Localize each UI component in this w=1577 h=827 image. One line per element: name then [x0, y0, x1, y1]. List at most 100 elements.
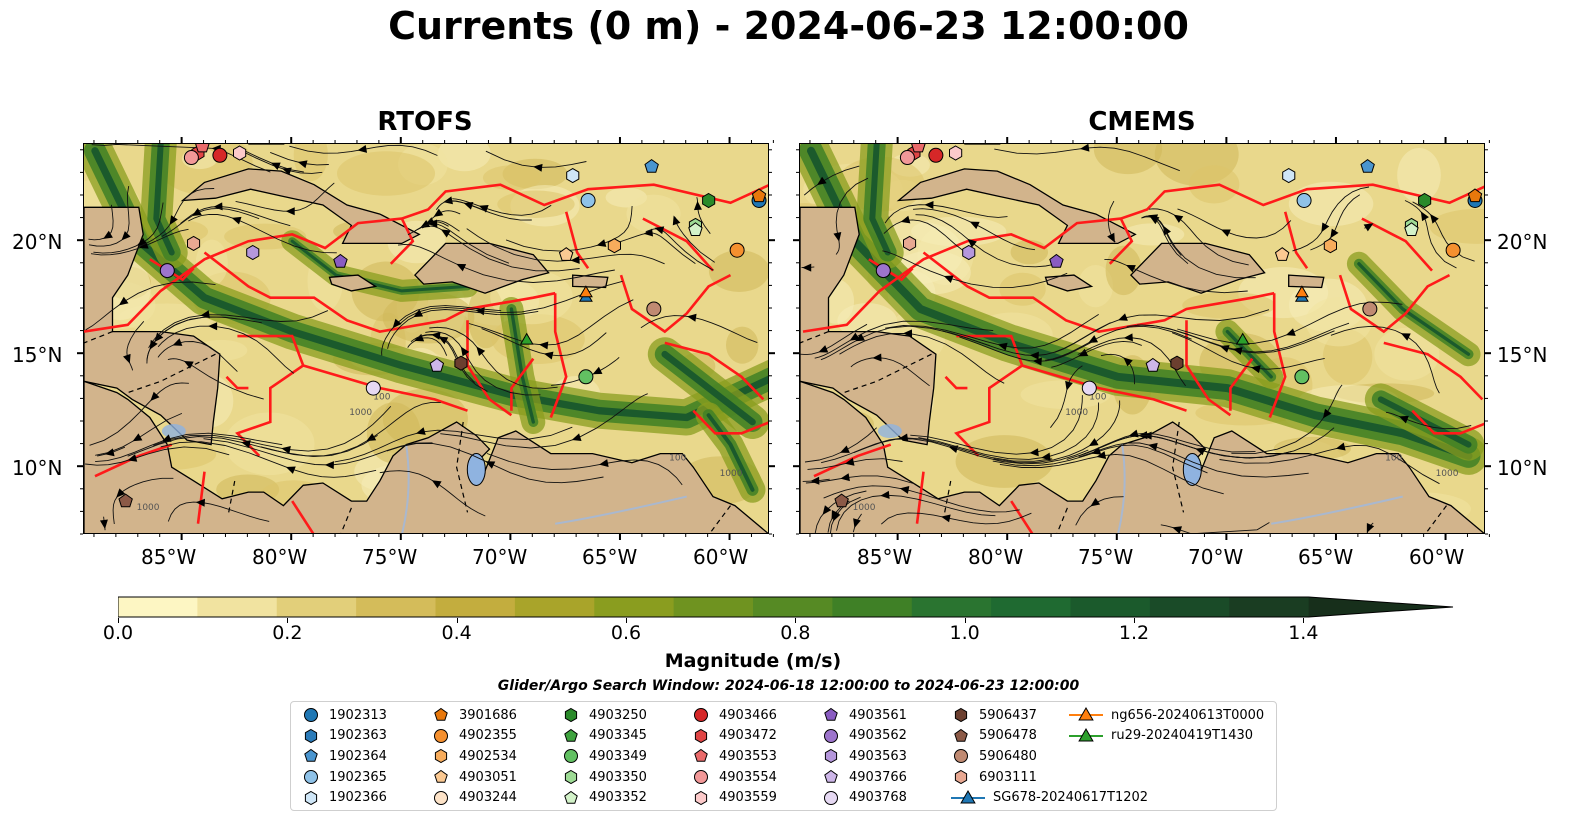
current-band-core: [706, 413, 755, 492]
streamline-arrow: [1125, 265, 1136, 273]
streamline-arrow: [1363, 223, 1374, 232]
streamline-arrow: [1091, 447, 1102, 455]
streamline-arrow: [460, 346, 470, 357]
colorbar-segment: [673, 597, 754, 617]
colorbar-segment: [197, 597, 278, 617]
land-polygon: [328, 274, 378, 292]
lon-label-65w-right: 65°W: [1298, 545, 1354, 569]
marker-4903559: [949, 145, 963, 161]
eez-boundary: [944, 375, 968, 390]
streamline: [1148, 208, 1249, 266]
marker-4903466: [928, 147, 944, 163]
colorbar-extend-arrow: [1308, 597, 1453, 617]
colorbar-tick-label: 1.2: [1118, 622, 1150, 644]
marker-5906437: [454, 355, 468, 371]
colorbar-segment: [991, 597, 1071, 617]
streamline: [334, 426, 573, 463]
streamline: [386, 442, 604, 484]
streamline: [915, 214, 1055, 268]
streamline-arrow: [127, 454, 138, 462]
marker-4902534: [1323, 238, 1337, 254]
eez-boundary: [922, 251, 1275, 333]
legend-label: 4903345: [589, 728, 647, 744]
map-panel-rtofs: 100 1000 100 1000 1000: [83, 143, 769, 534]
streamline-arrow: [900, 215, 911, 224]
colorbar-tick-mark: [964, 618, 966, 623]
marker-4903051: [558, 247, 574, 261]
colorbar-segment: [911, 597, 992, 617]
streamline-arrow: [324, 461, 334, 470]
streamline: [468, 299, 634, 346]
colorbar-tick-label: 0.0: [102, 622, 134, 644]
streamline-arrow: [231, 216, 242, 225]
marker-1902365: [580, 193, 596, 209]
streamline-arrow: [285, 466, 296, 474]
legend-label: 4902534: [459, 748, 517, 764]
streamline: [912, 208, 1036, 251]
eez-boundary: [1010, 500, 1034, 533]
pentagon-icon: [434, 769, 448, 783]
land-polygon: [1129, 242, 1266, 294]
streamline: [1051, 340, 1142, 368]
streamline: [138, 188, 215, 248]
streamline-arrow: [169, 215, 178, 225]
streamline-arrow: [570, 255, 580, 264]
eez-boundary: [1411, 409, 1484, 435]
legend-label: SG678-20240617T1202: [993, 790, 1149, 806]
lon-label-65w: 65°W: [582, 545, 638, 569]
streamline-arrow: [855, 333, 865, 342]
depth-contour-label: 100: [1385, 453, 1402, 463]
pentagon-icon: [824, 707, 838, 721]
pentagon-icon: [304, 749, 318, 763]
legend-label: 4903466: [719, 707, 777, 723]
legend-item: ng656-20240613T0000: [1069, 705, 1264, 725]
eez-boundary: [225, 375, 249, 390]
lon-label-70w: 70°W: [472, 545, 528, 569]
streamline: [85, 446, 230, 466]
streamline-arrow: [1088, 335, 1099, 343]
streamline-arrow: [872, 353, 882, 362]
streamline-arrow: [654, 226, 665, 235]
streamline: [466, 228, 665, 265]
marker-4903768: [1081, 380, 1097, 396]
marker-4903563: [246, 244, 260, 261]
legend-item: SG678-20240617T1202: [951, 788, 1148, 808]
speed-patch: [336, 151, 436, 196]
streamline-arrow: [596, 239, 607, 247]
marker-4903561: [1049, 253, 1064, 268]
streamline: [1118, 427, 1335, 459]
streamline: [1231, 384, 1343, 454]
streamline: [452, 198, 552, 216]
land-polygon: [1044, 274, 1094, 292]
streamline-arrow: [1123, 357, 1133, 367]
streamline: [397, 243, 615, 283]
streamline: [167, 501, 270, 522]
legend-label: 4903768: [849, 790, 907, 806]
legend-label: 4903472: [719, 728, 777, 744]
pentagon-icon: [954, 728, 968, 742]
streamline: [1177, 208, 1292, 239]
lon-label-70w-right: 70°W: [1188, 545, 1244, 569]
legend-label: 1902363: [329, 728, 387, 744]
streamline-arrow: [191, 208, 202, 216]
legend-label: 4903349: [589, 748, 647, 764]
eez-boundary: [94, 443, 173, 478]
streamline-arrow: [543, 351, 554, 360]
lon-label-80w-right: 80°W: [968, 545, 1024, 569]
current-band-core: [153, 144, 175, 256]
colorbar-segment: [356, 597, 436, 617]
country-border: [944, 478, 952, 513]
depth-contour-label: 1000: [1436, 469, 1459, 479]
streamline-arrow: [943, 275, 954, 283]
hexagon-icon: [954, 770, 968, 785]
lon-label-60w: 60°W: [693, 545, 749, 569]
streamline: [1292, 186, 1370, 252]
pentagon-icon: [564, 790, 578, 804]
streamline-arrow: [172, 338, 183, 346]
streamline-arrow: [99, 519, 108, 529]
streamline-arrow: [1251, 365, 1261, 374]
streamline-arrow: [1128, 429, 1139, 438]
legend-label: ru29-20240419T1430: [1111, 728, 1254, 744]
legend-label: 4903559: [719, 790, 777, 806]
